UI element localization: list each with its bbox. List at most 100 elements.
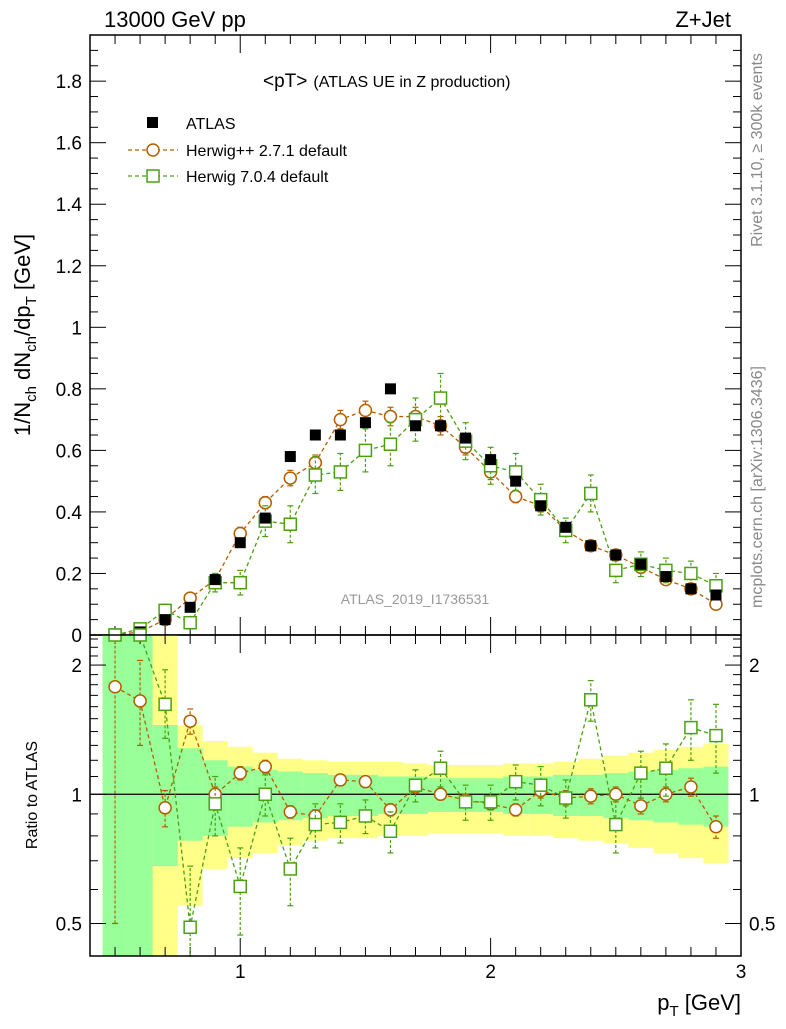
ratio-herwigpp-point xyxy=(283,805,298,819)
rivet-label: Rivet 3.1.10, ≥ 300k events xyxy=(749,53,766,247)
ratio-y-tick-label: 2 xyxy=(71,656,82,677)
atlas-point xyxy=(359,417,371,429)
herwig7-point xyxy=(383,437,398,451)
atlas-point xyxy=(585,540,597,552)
x-tick-label: 3 xyxy=(736,962,747,983)
ratio-herwig7-point xyxy=(308,817,323,832)
atlas-point xyxy=(485,454,497,466)
herwigpp-point xyxy=(358,403,373,418)
ratio-herwigpp-point xyxy=(233,766,247,780)
header-right-label: Z+Jet xyxy=(675,7,731,32)
ratio-herwig7-point xyxy=(458,795,473,809)
atlas-point xyxy=(259,512,271,524)
herwig7-point xyxy=(333,465,348,479)
ratio-y-tick-label-right: 1 xyxy=(749,785,760,806)
main-y-tick-label: 0.2 xyxy=(56,564,82,585)
atlas-point xyxy=(410,420,421,432)
herwig7-point xyxy=(433,391,448,405)
main-y-axis-label: 1/Nch dNch/dpT [GeV] xyxy=(10,234,40,436)
main-panel: 0 0.2 0.4 0.6 0.8 1 1.2 1.4 1.6 1.8 1/Nch dNch/dp… xyxy=(10,34,742,647)
herwig7-point xyxy=(684,566,698,581)
main-y-tick-label: 1.2 xyxy=(56,257,82,278)
header-left-label: 13000 GeV pp xyxy=(104,7,246,32)
atlas-point xyxy=(635,558,647,570)
atlas-point xyxy=(234,537,246,549)
ratio-herwigpp-point xyxy=(333,773,348,787)
ratio-y-tick-label-right: 2 xyxy=(749,656,760,677)
ratio-herwigpp-point xyxy=(433,787,448,802)
ratio-herwigpp-point xyxy=(684,780,698,794)
main-y-tick-label: 1.6 xyxy=(56,134,82,155)
atlas-point xyxy=(159,614,171,626)
ratio-panel-series xyxy=(108,628,723,957)
ratio-herwig7-point xyxy=(383,824,398,839)
atlas-point xyxy=(184,601,196,613)
herwig7-point xyxy=(233,575,247,590)
ratio-herwig7-point xyxy=(659,761,673,775)
ratio-y-tick-label: 0.5 xyxy=(56,914,82,935)
ratio-herwig7-point xyxy=(333,815,348,830)
ratio-y-axis-label: Ratio to ATLAS xyxy=(24,741,41,849)
main-y-tick-label: 0.6 xyxy=(56,441,82,462)
atlas-point xyxy=(460,432,472,444)
ratio-herwig7-point xyxy=(433,761,448,775)
ratio-herwigpp-point xyxy=(358,774,373,789)
ratio-herwig7-point xyxy=(233,879,247,894)
legend-label-atlas: ATLAS xyxy=(186,116,236,133)
ratio-herwig7-point xyxy=(709,728,723,743)
x-tick-label: 2 xyxy=(485,962,496,983)
herwigpp-point xyxy=(383,409,398,424)
atlas-point xyxy=(334,429,346,441)
atlas-point xyxy=(510,475,522,487)
x-tick-label: 1 xyxy=(235,962,246,983)
herwigpp-point xyxy=(508,489,523,504)
legend-marker-herwig7 xyxy=(146,169,160,183)
legend-label-herwigpp: Herwig++ 2.7.1 default xyxy=(186,143,348,160)
x-axis-label: pT [GeV] xyxy=(657,990,741,1020)
legend-marker-atlas xyxy=(147,117,158,128)
herwigpp-point xyxy=(283,471,298,485)
legend: ATLAS Herwig++ 2.7.1 default Herwig 7.0.… xyxy=(128,116,348,186)
ratio-herwig7-point xyxy=(183,920,197,935)
legend-marker-herwigpp xyxy=(146,143,160,157)
ratio-herwigpp-point xyxy=(609,787,623,802)
ylabel-sub-ch1: ch xyxy=(23,386,40,402)
atlas-point xyxy=(560,521,572,533)
main-y-tick-label: 0.4 xyxy=(56,503,83,524)
ratio-herwig7-point xyxy=(208,797,222,811)
main-y-tick-label: 1 xyxy=(71,318,82,339)
atlas-point xyxy=(660,571,672,583)
herwig7-point xyxy=(358,443,373,458)
herwig7-point xyxy=(183,615,197,630)
ratio-herwig7-point xyxy=(483,795,498,809)
herwig7-point xyxy=(609,563,623,578)
mcplots-label: mcplots.cern.ch [arXiv:1306.3436] xyxy=(749,366,766,608)
ratio-herwigpp-point xyxy=(634,799,648,813)
atlas-point xyxy=(384,383,396,395)
ratio-y-tick-label-right: 0.5 xyxy=(749,914,775,935)
atlas-point xyxy=(535,500,547,512)
ratio-herwigpp-point xyxy=(258,759,273,774)
atlas-point xyxy=(685,583,697,595)
atlas-point xyxy=(435,420,447,432)
ratio-herwig7-point xyxy=(508,774,523,789)
ratio-herwig7-point xyxy=(684,720,698,735)
ratio-herwig7-point xyxy=(283,862,298,876)
ratio-herwig7-point xyxy=(408,778,423,792)
ratio-herwigpp-point xyxy=(709,820,723,834)
herwig7-point xyxy=(308,468,323,482)
ratio-herwig7-point xyxy=(584,693,598,707)
ratio-herwig7-point xyxy=(558,791,573,805)
herwigpp-point xyxy=(258,495,273,510)
chart-title: <pT> (ATLAS UE in Z production) xyxy=(263,71,510,92)
ratio-y-tick-label: 1 xyxy=(71,785,82,806)
atlas-point xyxy=(209,574,221,586)
ratio-herwigpp-point xyxy=(158,801,172,815)
ratio-herwigpp-point xyxy=(508,803,523,817)
main-panel-ticks: 0 0.2 0.4 0.6 0.8 1 1.2 1.4 1.6 1.8 xyxy=(56,35,741,647)
chart-title-main: <pT> xyxy=(263,71,307,92)
ratio-herwigpp-point xyxy=(183,714,197,728)
ratio-herwig7-point xyxy=(609,817,623,832)
